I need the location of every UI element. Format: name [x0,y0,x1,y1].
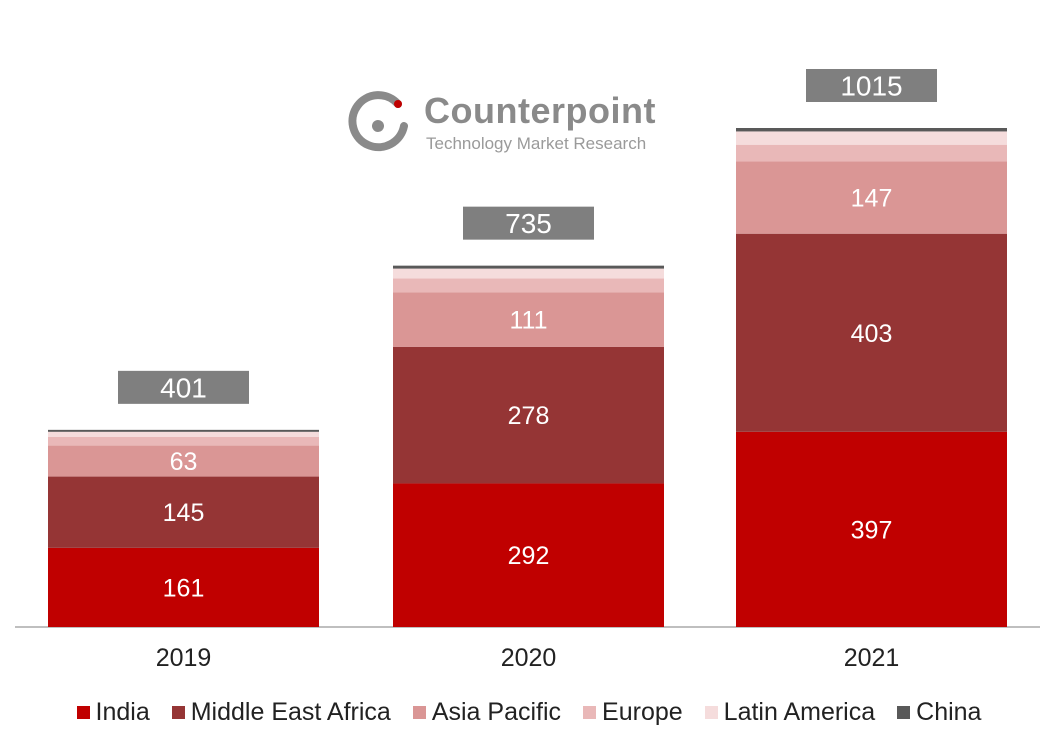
segment-label-middle-east-africa-2020: 278 [508,402,550,430]
total-label-2019: 401 [160,372,207,403]
bar-segment-europe-2020 [393,278,664,293]
legend-swatch-india [76,705,90,719]
segment-label-asia-pacific-2019: 63 [170,448,198,476]
bar-segment-india-2021 [736,431,1007,627]
chart-legend: India Middle East Africa Asia Pacific Europ… [0,694,1058,730]
logo-tagline: Technology Market Research [426,134,647,153]
segment-label-india-2021: 397 [851,516,893,544]
counterpoint-logo: Counterpoint Technology Market Research [348,90,678,162]
bar-segment-india-2020 [393,483,664,627]
legend-swatch-middle-east-africa [171,705,185,719]
legend-item-europe: Europe [583,698,683,727]
segment-label-middle-east-africa-2019: 145 [163,499,205,527]
total-label-box-2021 [806,69,937,102]
bar-segment-middle-east-africa-2021 [736,233,1007,432]
bar-segment-asia-pacific-2021 [736,161,1007,234]
x-tick-label-2019: 2019 [156,644,212,672]
bar-segment-latin-america-2020 [393,268,664,279]
legend-item-middle-east-africa: Middle East Africa [171,697,391,727]
legend-label-china: China [916,697,982,726]
legend-item-india: India [76,697,150,727]
legend-swatch-latin-america [704,705,718,719]
bar-segment-asia-pacific-2020 [393,292,664,347]
segment-label-india-2019: 161 [163,574,205,602]
legend-label-middle-east-africa: Middle East Africa [190,697,391,726]
counterpoint-logo-icon [348,91,408,152]
legend-swatch-asia-pacific [412,705,426,719]
bars-group: 161 145 63 401 2019 292 278 111 735 2020 397 403 147… [48,69,1007,672]
total-label-2021: 1015 [840,71,902,102]
legend-label-india: India [95,697,150,726]
bar-segment-europe-2019 [48,436,319,446]
legend-swatch-china [897,705,911,719]
legend-label-asia-pacific: Asia Pacific [431,697,562,726]
bar-segment-china-2019 [48,429,319,432]
legend-label-latin-america: Latin America [723,697,876,726]
bar-segment-india-2019 [48,547,319,627]
bar-segment-latin-america-2021 [736,131,1007,145]
segment-label-asia-pacific-2020: 111 [509,306,547,334]
legend-item-latin-america: Latin America [704,697,876,727]
segment-label-middle-east-africa-2021: 403 [851,320,893,348]
bar-segment-china-2021 [736,128,1007,132]
bar-segment-middle-east-africa-2019 [48,476,319,548]
legend-swatch-europe [583,705,597,719]
bar-segment-latin-america-2019 [48,431,319,437]
x-tick-label-2020: 2020 [501,644,557,672]
x-tick-label-2021: 2021 [844,644,900,672]
segment-label-india-2020: 292 [508,542,550,570]
total-label-2020: 735 [505,208,552,239]
legend-label-europe: Europe [602,697,683,726]
logo-wordmark: Counterpoint [424,90,656,131]
legend-item-asia-pacific: Asia Pacific [412,697,562,727]
bar-segment-asia-pacific-2019 [48,445,319,477]
total-label-box-2020 [463,206,594,240]
bar-segment-europe-2021 [736,144,1007,162]
total-label-box-2019 [118,370,249,404]
bar-segment-china-2020 [393,265,664,269]
segment-label-asia-pacific-2021: 147 [851,185,893,213]
bar-segment-middle-east-africa-2020 [393,346,664,484]
legend-item-china: China [897,698,981,727]
